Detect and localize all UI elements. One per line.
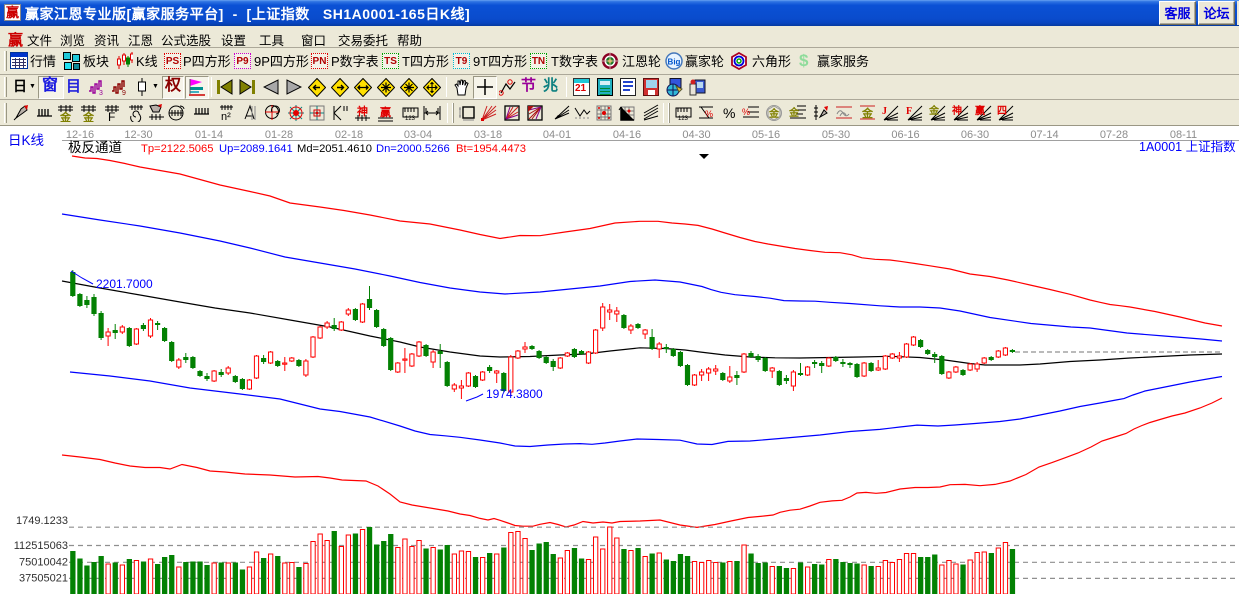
svg-text:Md=2051.4610: Md=2051.4610 bbox=[297, 143, 372, 155]
svg-text:1749.1233: 1749.1233 bbox=[16, 515, 68, 527]
svg-text:07-28: 07-28 bbox=[1100, 129, 1128, 141]
svg-text:3: 3 bbox=[99, 90, 103, 96]
svg-text:01-14: 01-14 bbox=[195, 129, 223, 141]
svg-text:12-16: 12-16 bbox=[66, 129, 94, 141]
svg-text:9: 9 bbox=[122, 90, 126, 96]
svg-text:极反通道: 极反通道 bbox=[68, 140, 122, 155]
svg-text:123: 123 bbox=[405, 116, 416, 122]
svg-text:08-11: 08-11 bbox=[1170, 129, 1197, 141]
svg-text:37505021: 37505021 bbox=[19, 573, 68, 585]
svg-text:金: 金 bbox=[59, 110, 72, 122]
svg-text:Big: Big bbox=[668, 58, 681, 67]
svg-text:75010042: 75010042 bbox=[19, 557, 68, 569]
svg-text:金: 金 bbox=[861, 106, 874, 120]
svg-text:07-14: 07-14 bbox=[1030, 129, 1058, 141]
svg-text:赢: 赢 bbox=[975, 104, 985, 117]
svg-text:金: 金 bbox=[82, 110, 95, 122]
svg-text:03-04: 03-04 bbox=[404, 129, 432, 141]
svg-text:123: 123 bbox=[678, 116, 689, 122]
svg-text:n²: n² bbox=[221, 111, 231, 122]
svg-text:Bt=1954.4473: Bt=1954.4473 bbox=[456, 143, 526, 155]
svg-text:06-30: 06-30 bbox=[961, 129, 989, 141]
svg-text:Up=2089.1641: Up=2089.1641 bbox=[219, 143, 293, 155]
svg-text:%: % bbox=[705, 109, 713, 119]
svg-text:金: 金 bbox=[929, 104, 940, 117]
svg-text:Tp=2122.5065: Tp=2122.5065 bbox=[141, 143, 213, 155]
svg-text:金: 金 bbox=[768, 107, 780, 120]
svg-text:神: 神 bbox=[357, 104, 368, 118]
svg-text:04-01: 04-01 bbox=[543, 129, 571, 141]
svg-text:05-30: 05-30 bbox=[822, 129, 850, 141]
svg-text:Dn=2000.5266: Dn=2000.5266 bbox=[376, 143, 450, 155]
svg-text:04-16: 04-16 bbox=[613, 129, 641, 141]
svg-text:J: J bbox=[882, 106, 887, 117]
svg-text:2201.7000: 2201.7000 bbox=[96, 277, 153, 291]
svg-text:05-16: 05-16 bbox=[752, 129, 780, 141]
svg-text:06-16: 06-16 bbox=[891, 129, 919, 141]
svg-text:%: % bbox=[742, 107, 750, 117]
svg-text:03-18: 03-18 bbox=[474, 129, 502, 141]
svg-text:F: F bbox=[906, 106, 912, 117]
svg-text:04-30: 04-30 bbox=[682, 129, 710, 141]
svg-text:112515063: 112515063 bbox=[14, 540, 68, 552]
svg-text:02-18: 02-18 bbox=[335, 129, 363, 141]
svg-text:12-30: 12-30 bbox=[124, 129, 152, 141]
svg-text:神: 神 bbox=[952, 104, 962, 117]
svg-text:四: 四 bbox=[997, 105, 1007, 117]
svg-text:1A0001 上证指数: 1A0001 上证指数 bbox=[1139, 139, 1236, 154]
svg-text:金: 金 bbox=[789, 106, 800, 119]
svg-text:赢: 赢 bbox=[380, 105, 391, 119]
svg-text:1974.3800: 1974.3800 bbox=[486, 387, 543, 401]
svg-text:F: F bbox=[108, 110, 115, 122]
svg-text:01-28: 01-28 bbox=[265, 129, 293, 141]
svg-text:%: % bbox=[723, 105, 735, 121]
